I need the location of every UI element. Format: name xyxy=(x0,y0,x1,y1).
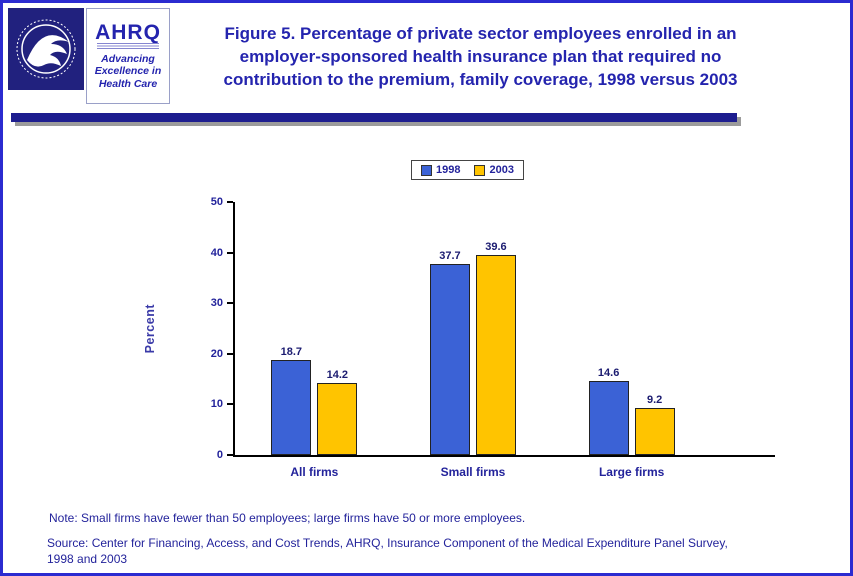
y-tick-label: 20 xyxy=(210,347,223,360)
hhs-seal-icon xyxy=(16,19,76,79)
hhs-logo xyxy=(8,8,84,90)
divider-rule xyxy=(11,113,737,122)
y-tick-label: 10 xyxy=(210,398,223,411)
ahrq-tagline: Advancing Excellence in Health Care xyxy=(95,53,162,89)
bar-groups: 18.7 14.2 37.7 39.6 14.6 9.2 xyxy=(235,202,775,455)
y-tick-label: 0 xyxy=(216,449,223,461)
y-tick-mark xyxy=(227,251,233,254)
y-tick-mark xyxy=(227,352,233,355)
bar-group: 14.6 9.2 xyxy=(588,202,675,455)
bar-1998 xyxy=(271,360,312,455)
category-labels: All firms Small firms Large firms xyxy=(235,465,775,479)
legend-item: 2003 xyxy=(474,164,514,176)
y-tick-mark xyxy=(227,302,233,305)
bar-column: 39.6 xyxy=(475,202,516,455)
y-tick-label: 30 xyxy=(210,297,223,310)
bar-1998 xyxy=(429,264,470,455)
bar-value-label: 14.6 xyxy=(597,367,620,380)
bar-value-label: 9.2 xyxy=(646,394,663,407)
bar-column: 14.2 xyxy=(317,202,358,455)
source-text: Source: Center for Financing, Access, an… xyxy=(47,536,728,567)
legend-label: 2003 xyxy=(489,164,514,176)
bar-1998 xyxy=(588,381,629,455)
legend-swatch xyxy=(421,164,432,176)
bar-2003 xyxy=(475,254,516,455)
bar-value-label: 37.7 xyxy=(439,250,461,263)
ahrq-tagline-line3: Health Care xyxy=(98,77,158,90)
y-axis-title-wrap: Percent xyxy=(139,202,161,455)
bar-2003 xyxy=(634,408,675,455)
note-text: Note: Small firms have fewer than 50 emp… xyxy=(49,511,526,525)
bar-column: 18.7 xyxy=(271,202,312,455)
bar-column: 14.6 xyxy=(588,202,629,455)
y-tick-mark xyxy=(227,454,233,456)
category-label: Small firms xyxy=(440,465,506,479)
ahrq-tagline-line2: Excellence in xyxy=(94,65,162,78)
category-label: Large firms xyxy=(598,465,665,479)
category-label: All firms xyxy=(290,465,339,479)
ahrq-stripes-icon xyxy=(97,43,159,51)
source-line-2: 1998 and 2003 xyxy=(47,551,128,566)
legend-label: 1998 xyxy=(436,164,461,176)
bar-value-label: 39.6 xyxy=(485,240,507,253)
figure-title: Figure 5. Percentage of private sector e… xyxy=(223,24,738,89)
legend: 1998 2003 xyxy=(411,160,524,180)
bar-group: 37.7 39.6 xyxy=(429,202,516,455)
y-tick-mark xyxy=(227,403,233,406)
ahrq-tagline-line1: Advancing xyxy=(101,53,155,66)
legend-item: 1998 xyxy=(421,164,460,176)
y-tick-mark xyxy=(227,201,233,203)
y-tick-label: 50 xyxy=(210,196,223,208)
bar-column: 37.7 xyxy=(429,202,470,455)
legend-swatch xyxy=(474,164,486,176)
source-line-1: Source: Center for Financing, Access, an… xyxy=(47,536,728,550)
ahrq-logo: AHRQ Advancing Excellence in Health Care xyxy=(86,8,170,104)
bar-column: 9.2 xyxy=(634,202,675,455)
ahrq-wordmark: AHRQ xyxy=(95,21,161,45)
y-axis-title: Percent xyxy=(143,303,157,354)
bar-2003 xyxy=(317,383,358,455)
bar-value-label: 14.2 xyxy=(326,369,349,382)
bar-value-label: 18.7 xyxy=(280,346,303,359)
bar-group: 18.7 14.2 xyxy=(271,202,358,455)
y-tick-label: 40 xyxy=(210,246,223,259)
plot-area: 18.7 14.2 37.7 39.6 14.6 9.2 All firms Small f… xyxy=(211,196,775,479)
